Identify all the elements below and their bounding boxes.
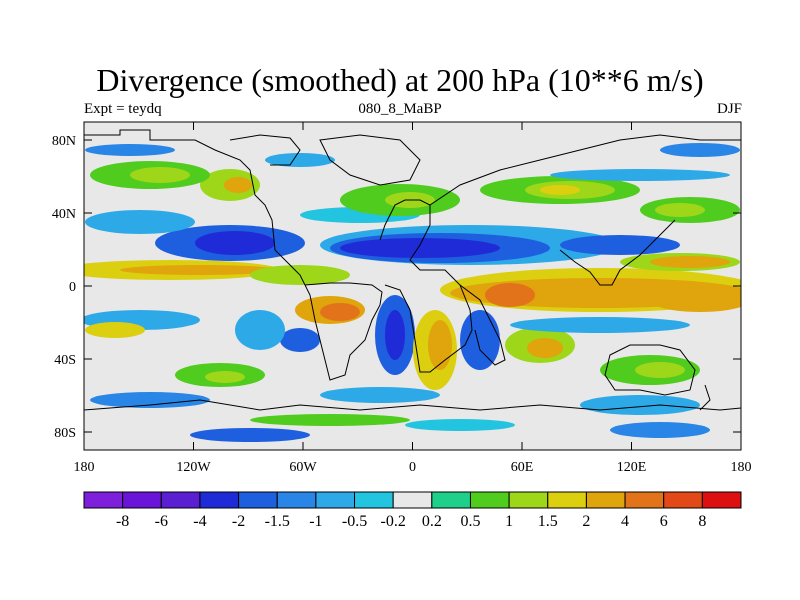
lat-label-80n: 80N [52, 134, 76, 149]
colorbar-swatch [276, 491, 317, 509]
colorbar-swatch [392, 491, 433, 509]
colorbar-label: -0.2 [381, 513, 406, 530]
colorbar-swatch [508, 491, 549, 509]
colorbar-label: -1.5 [265, 513, 290, 530]
lon-label-180w: 180 [74, 460, 95, 475]
experiment-label: Expt = teydq [84, 101, 162, 117]
colorbar-label: -8 [116, 513, 129, 530]
colorbar-swatch [122, 491, 162, 509]
lon-label-0: 0 [409, 460, 416, 475]
colorbar-swatch [238, 491, 278, 509]
colorbar-label: -6 [155, 513, 168, 530]
lon-label-120w: 120W [176, 460, 211, 475]
colorbar-label: 1.5 [538, 513, 558, 530]
colorbar-label: 0.5 [460, 513, 480, 530]
colorbar-swatch [585, 491, 626, 509]
colorbar-label: 2 [582, 513, 590, 530]
map-title: Divergence (smoothed) at 200 hPa (10**6 … [96, 62, 704, 98]
lat-label-eq: 0 [69, 280, 76, 295]
colorbar-swatch [199, 491, 240, 509]
colorbar-label: 8 [698, 513, 706, 530]
season-label: DJF [716, 101, 742, 117]
lat-label-40n: 40N [52, 207, 76, 222]
colorbar-swatch [160, 491, 201, 509]
lon-label-60e: 60E [511, 460, 534, 475]
colorbar-label: -2 [232, 513, 245, 530]
colorbar-swatch [663, 491, 703, 509]
colorbar-label: -4 [193, 513, 206, 530]
colorbar-swatch [354, 491, 394, 509]
divergence-field [84, 143, 741, 442]
lat-label-40s: 40S [54, 353, 76, 368]
period-label: 080_8_MaBP [358, 101, 442, 117]
colorbar-swatch [469, 491, 510, 509]
colorbar-label: 4 [621, 513, 629, 530]
colorbar-label: 1 [505, 513, 513, 530]
colorbar-label: 6 [660, 513, 668, 530]
colorbar-label: -1 [309, 513, 322, 530]
lat-label-80s: 80S [54, 426, 76, 441]
colorbar-swatch [624, 491, 665, 509]
lon-label-60w: 60W [289, 460, 317, 475]
colorbar-swatch [547, 491, 587, 509]
colorbar-swatch [701, 491, 742, 509]
lon-tick-marks [83, 122, 742, 450]
colorbar-label: 0.2 [422, 513, 442, 530]
colorbar-label: -0.5 [342, 513, 367, 530]
coastlines [84, 129, 741, 411]
colorbar-swatch [431, 491, 471, 509]
colorbar-swatch [315, 491, 356, 509]
lon-label-120e: 120E [617, 460, 647, 475]
colorbar-swatch [83, 491, 124, 509]
lon-label-180e: 180 [731, 460, 752, 475]
colorbar: -8 -6 -4 -2 -1.5 -1 -0.5 -0.2 0.2 0.5 1 1.5 2 4 6 8 [83, 491, 742, 530]
lat-tick-marks [84, 139, 741, 433]
